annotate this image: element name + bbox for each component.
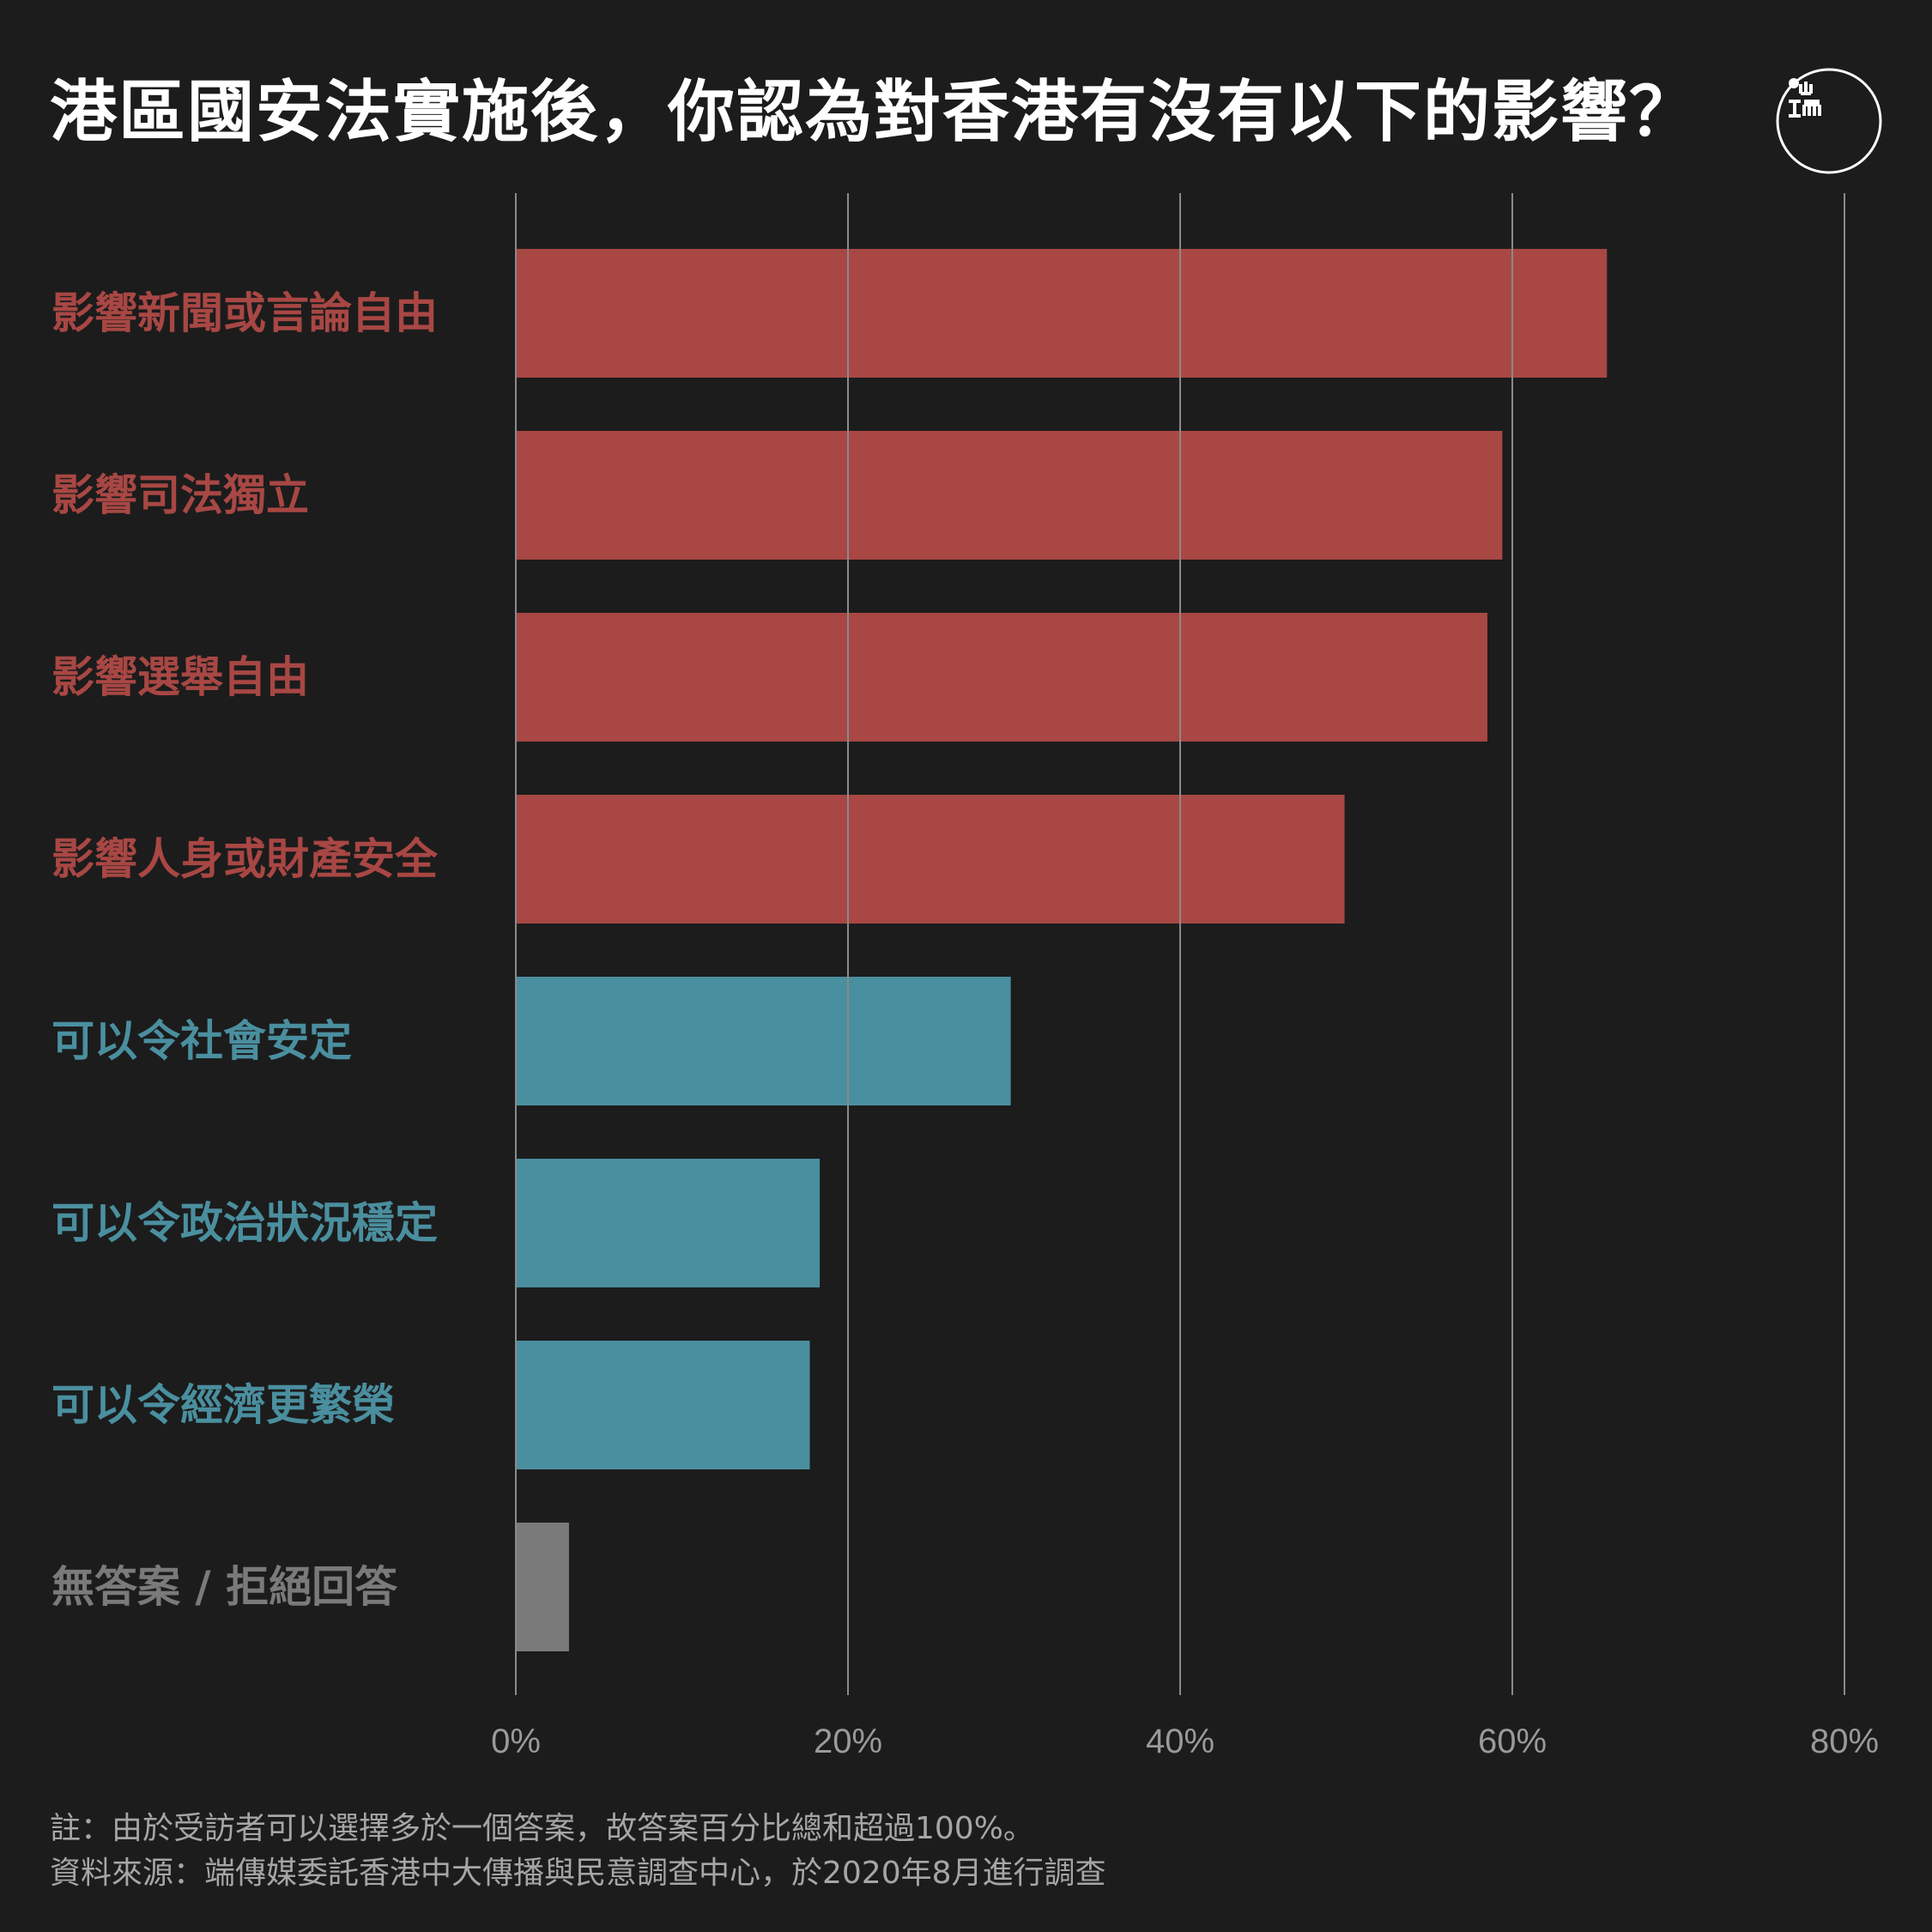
- x-tick-label-0: 0%: [491, 1723, 541, 1760]
- category-label-1: 影響司法獨立: [51, 470, 309, 520]
- initium-logo-icon: [1776, 68, 1882, 174]
- bar-chart: 影響新聞或言論自由影響司法獨立影響選舉自由影響人身或財產安全可以令社會安定可以令…: [51, 193, 1879, 1760]
- bar-7: [516, 1523, 569, 1651]
- bar-1: [516, 431, 1503, 560]
- category-label-6: 可以令經濟更繁榮: [51, 1380, 395, 1430]
- category-label-4: 可以令社會安定: [51, 1016, 352, 1066]
- category-label-2: 影響選舉自由: [51, 652, 309, 702]
- category-label-3: 影響人身或財產安全: [51, 834, 439, 884]
- x-tick-label-4: 80%: [1810, 1723, 1879, 1760]
- category-label-7: 無答案 / 拒絕回答: [51, 1562, 398, 1612]
- x-tick-label-3: 60%: [1478, 1723, 1547, 1760]
- bar-4: [516, 977, 1011, 1105]
- footnote: 註：由於受訪者可以選擇多於一個答案，故答案百分比總和超過100%。 資料來源：端…: [50, 1807, 1106, 1896]
- bar-0: [516, 249, 1608, 378]
- bar-2: [516, 613, 1487, 742]
- bar-3: [516, 795, 1345, 924]
- bar-5: [516, 1159, 821, 1287]
- x-tick-label-2: 40%: [1146, 1723, 1214, 1760]
- footnote-note: 註：由於受訪者可以選擇多於一個答案，故答案百分比總和超過100%。: [50, 1811, 1034, 1846]
- bar-6: [516, 1341, 810, 1469]
- footnote-source: 資料來源：端傳媒委託香港中大傳播與民意調查中心，於2020年8月進行調查: [50, 1856, 1106, 1891]
- x-tick-label-1: 20%: [814, 1723, 882, 1760]
- chart-title: 港區國安法實施後，你認為對香港有沒有以下的影響？: [50, 74, 1699, 151]
- category-label-5: 可以令政治狀況穩定: [51, 1198, 438, 1248]
- category-label-0: 影響新聞或言論自由: [51, 288, 438, 338]
